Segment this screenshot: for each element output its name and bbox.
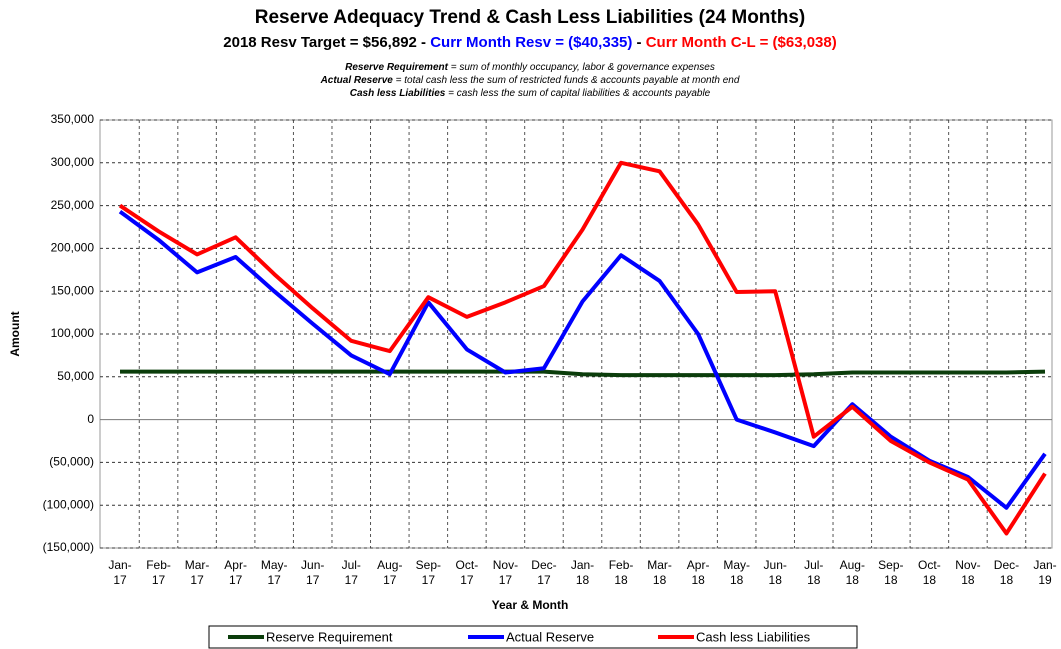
x-tick-label: Sep-17 xyxy=(416,558,441,587)
x-tick-label: Mar-17 xyxy=(185,558,210,587)
x-tick-label: Dec-18 xyxy=(994,558,1019,587)
subtitle-part: Curr Month C-L = ($63,038) xyxy=(646,34,837,51)
x-tick-label: May-18 xyxy=(723,558,750,587)
chart-title: Reserve Adequacy Trend & Cash Less Liabi… xyxy=(255,7,805,28)
note-definition: = sum of monthly occupancy, labor & gove… xyxy=(448,62,715,73)
x-tick-label: Jul-17 xyxy=(342,558,361,587)
x-tick-label: Apr-18 xyxy=(687,558,710,587)
legend-box xyxy=(208,625,858,649)
x-tick-label: Aug-17 xyxy=(377,558,402,587)
y-tick-label: 250,000 xyxy=(51,198,95,212)
y-axis-label: Amount xyxy=(8,311,22,356)
y-tick-label: 0 xyxy=(87,412,94,426)
y-tick-label: (150,000) xyxy=(43,540,94,554)
x-tick-label: Feb-18 xyxy=(609,558,634,587)
x-tick-label: Apr-17 xyxy=(224,558,247,587)
note: Reserve Requirement = sum of monthly occ… xyxy=(345,62,715,73)
note-definition: = total cash less the sum of restricted … xyxy=(393,75,740,86)
y-tick-label: 350,000 xyxy=(51,112,95,126)
note: Cash less Liabilities = cash less the su… xyxy=(350,88,711,99)
x-tick-label: May-17 xyxy=(261,558,288,587)
x-tick-label: Jul-18 xyxy=(804,558,823,587)
note-term: Cash less Liabilities xyxy=(350,88,446,99)
note-term: Reserve Requirement xyxy=(345,62,448,73)
x-tick-label: Oct-17 xyxy=(456,558,479,587)
legend-label: Reserve Requirement xyxy=(266,629,393,644)
x-tick-label: Jun-17 xyxy=(301,558,324,587)
y-tick-label: (50,000) xyxy=(49,455,94,469)
x-tick-label: Nov-18 xyxy=(955,558,980,587)
line-series xyxy=(118,160,1047,536)
y-tick-label: 100,000 xyxy=(51,326,95,340)
subtitle-part: - xyxy=(632,34,645,51)
y-tick-label: 50,000 xyxy=(57,369,94,383)
x-tick-label: Aug-18 xyxy=(840,558,865,587)
y-tick-label: (100,000) xyxy=(43,497,94,511)
x-tick-label: Dec-17 xyxy=(531,558,556,587)
line-series xyxy=(118,209,1047,510)
subtitle: 2018 Resv Target = $56,892 - Curr Month … xyxy=(223,34,836,51)
note: Actual Reserve = total cash less the sum… xyxy=(320,75,740,86)
x-tick-label: Nov-17 xyxy=(493,558,518,587)
legend-label: Actual Reserve xyxy=(506,629,594,644)
y-tick-label: 200,000 xyxy=(51,241,95,255)
line-series xyxy=(120,369,1046,378)
legend-label: Cash less Liabilities xyxy=(696,629,811,644)
y-tick-label: 300,000 xyxy=(51,155,95,169)
x-tick-label: Mar-18 xyxy=(647,558,672,587)
subtitle-part: Curr Month Resv = ($40,335) xyxy=(430,34,632,51)
x-tick-label: Oct-18 xyxy=(918,558,941,587)
note-definition: = cash less the sum of capital liabiliti… xyxy=(445,88,710,99)
x-axis-label: Year & Month xyxy=(492,598,569,612)
note-term: Actual Reserve xyxy=(320,75,394,86)
x-tick-label: Jan-19 xyxy=(1033,558,1056,587)
x-tick-label: Jun-18 xyxy=(764,558,787,587)
y-tick-label: 150,000 xyxy=(51,283,95,297)
x-tick-label: Feb-17 xyxy=(146,558,171,587)
x-tick-label: Jan-17 xyxy=(108,558,131,587)
subtitle-part: 2018 Resv Target = $56,892 - xyxy=(223,34,430,51)
x-tick-label: Jan-18 xyxy=(571,558,594,587)
x-tick-label: Sep-18 xyxy=(878,558,903,587)
